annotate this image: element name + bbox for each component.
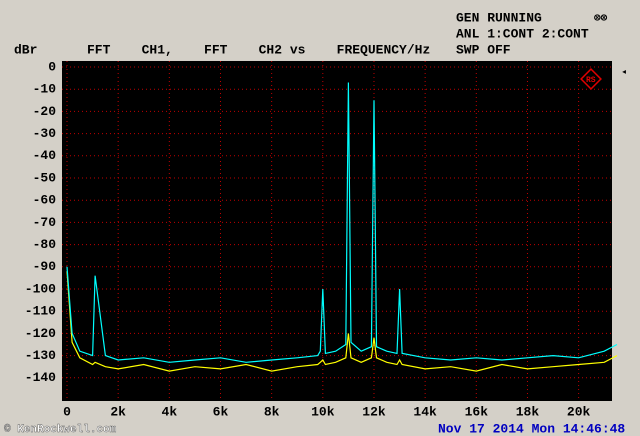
y-tick-label: -120: [25, 326, 56, 341]
chart-title: FFT CH1, FFT CH2 vs FREQUENCY/Hz: [87, 42, 430, 57]
y-tick-label: -40: [33, 148, 57, 163]
x-tick-label: 12k: [362, 404, 386, 419]
series-line: [66, 82, 618, 363]
icon: ◂: [621, 68, 627, 79]
svg-text:RS: RS: [586, 76, 596, 85]
y-tick-label: -50: [33, 170, 57, 185]
x-tick-label: 2k: [110, 404, 126, 419]
y-tick-label: -110: [25, 304, 56, 319]
y-tick-label: -60: [33, 193, 57, 208]
x-tick-label: 18k: [516, 404, 540, 419]
y-tick-label: -140: [25, 370, 56, 385]
y-tick-label: -90: [33, 259, 57, 274]
y-tick-label: -30: [33, 126, 57, 141]
series-line: [66, 271, 618, 372]
y-tick-label: -130: [25, 348, 56, 363]
x-tick-label: 6k: [213, 404, 229, 419]
y-label: dBr: [14, 42, 37, 57]
logo: RS: [580, 68, 602, 90]
y-tick-label: -20: [33, 104, 57, 119]
x-tick-label: 4k: [162, 404, 178, 419]
watermark: © KenRockwell.com: [4, 424, 117, 436]
y-tick-label: -100: [25, 281, 56, 296]
x-tick-label: 10k: [311, 404, 335, 419]
x-tick-label: 16k: [465, 404, 489, 419]
y-tick-label: -80: [33, 237, 57, 252]
status: ANL 1:CONT 2:CONT: [456, 26, 589, 41]
status: GEN RUNNING: [456, 10, 542, 25]
timestamp: Nov 17 2014 Mon 14:46:48: [438, 421, 625, 436]
y-tick-label: 0: [48, 59, 56, 74]
x-tick-label: 8k: [264, 404, 280, 419]
y-tick-label: -70: [33, 215, 57, 230]
x-tick-label: 20k: [567, 404, 591, 419]
x-tick-label: 0: [63, 404, 71, 419]
x-tick-label: 14k: [413, 404, 437, 419]
status: SWP OFF: [456, 42, 511, 57]
y-tick-label: -10: [33, 82, 57, 97]
icon: ⊗⊗: [594, 13, 608, 25]
plot-area: [62, 61, 612, 401]
